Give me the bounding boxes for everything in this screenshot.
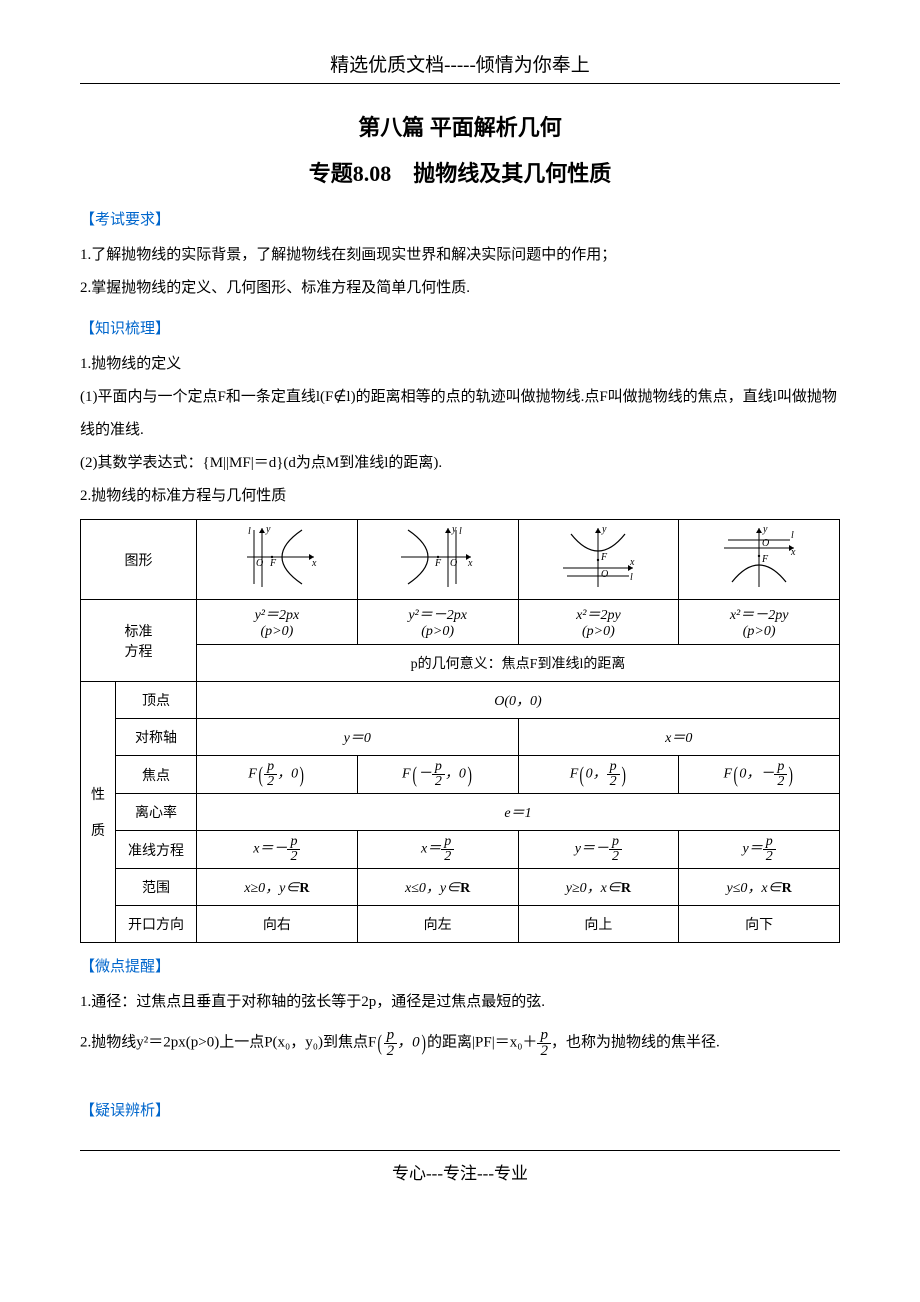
svg-text:y: y (451, 524, 457, 535)
eq1: y²＝2px (255, 608, 300, 623)
range-cell-1: x≥0，y∈R (197, 869, 358, 906)
knowledge-para2-title: 2.抛物线的标准方程与几何性质 (80, 480, 840, 513)
section-tips-label: 【微点提醒】 (80, 955, 840, 976)
section-doubt-label: 【疑误辨析】 (80, 1099, 840, 1120)
svg-text:x: x (467, 558, 473, 569)
section-knowledge-label: 【知识梳理】 (80, 317, 840, 338)
svg-text:O: O (601, 569, 608, 580)
parabola-right-icon: OFx y l (232, 522, 322, 592)
std-eq-label-2: 方程 (125, 645, 153, 660)
focus-cell-1: F(p2，0) (197, 756, 358, 794)
eq4: x²＝－2py (730, 608, 789, 623)
eq2: y²＝－2px (408, 608, 467, 623)
ecc-val: e＝1 (197, 794, 840, 831)
svg-text:y: y (265, 524, 271, 535)
svg-text:y: y (601, 524, 607, 535)
axis-y-val: y＝0 (197, 719, 519, 756)
eq-cell-1: y²＝2px(p>0) (197, 600, 358, 645)
tip2-mid: 的距离|PF|＝x₀＋ (427, 1035, 537, 1051)
tip2-post: ，也称为抛物线的焦半径. (551, 1035, 720, 1051)
eq4-cond: (p>0) (743, 624, 776, 639)
row-header-graph: 图形 (81, 520, 197, 600)
focus-cell-4: F(0，－p2) (679, 756, 840, 794)
main-title: 第八篇 平面解析几何 (80, 110, 840, 142)
footer-text: 专心---专注---专业 (80, 1150, 840, 1184)
focus-cell-3: F(0，p2) (518, 756, 679, 794)
std-eq-label-1: 标准 (125, 625, 153, 640)
graph-cell-3: OFx y l (518, 520, 679, 600)
document-page: 精选优质文档-----倾情为你奉上 第八篇 平面解析几何 专题8.08 抛物线及… (0, 0, 920, 1224)
range-cell-3: y≥0，x∈R (518, 869, 679, 906)
directrix-cell-1: x＝－p2 (197, 831, 358, 869)
tip-item-2: 2.抛物线y²＝2px(p>0)上一点P(x₀，y₀)到焦点F(p2，0)的距离… (80, 1019, 840, 1067)
eq2-cond: (p>0) (421, 624, 454, 639)
exam-req-item-2: 2.掌握抛物线的定义、几何图形、标准方程及简单几何性质. (80, 272, 840, 305)
svg-text:F: F (761, 554, 769, 565)
eq3: x²＝2py (576, 608, 621, 623)
focus-cell-2: F(－p2，0) (357, 756, 518, 794)
knowledge-para1a: (1)平面内与一个定点F和一条定直线l(F∉l)的距离相等的点的轨迹叫做抛物线.… (80, 381, 840, 447)
row-header-axis: 对称轴 (116, 719, 197, 756)
svg-text:F: F (600, 552, 608, 563)
p-meaning-cell: p的几何意义：焦点F到准线l的距离 (197, 645, 840, 682)
parabola-down-icon: OFx y l (714, 522, 804, 592)
svg-text:l: l (248, 526, 251, 537)
svg-text:x: x (311, 558, 317, 569)
row-header-focus: 焦点 (116, 756, 197, 794)
eq-cell-2: y²＝－2px(p>0) (357, 600, 518, 645)
svg-text:F: F (269, 558, 277, 569)
svg-text:O: O (762, 538, 769, 549)
knowledge-para1b: (2)其数学表达式：{M||MF|＝d}(d为点M到准线l的距离). (80, 447, 840, 480)
svg-text:O: O (256, 558, 263, 569)
prop-label-2: 质 (91, 824, 105, 839)
row-header-range: 范围 (116, 869, 197, 906)
directrix-cell-4: y＝p2 (679, 831, 840, 869)
row-header-vertex: 顶点 (116, 682, 197, 719)
axis-x-val: x＝0 (518, 719, 840, 756)
open-cell-4: 向下 (679, 906, 840, 943)
open-cell-3: 向上 (518, 906, 679, 943)
range-cell-2: x≤0，y∈R (357, 869, 518, 906)
open-cell-1: 向右 (197, 906, 358, 943)
svg-text:x: x (629, 557, 635, 568)
row-header-property: 性 质 (81, 682, 116, 943)
range-cell-4: y≤0，x∈R (679, 869, 840, 906)
row-header-open: 开口方向 (116, 906, 197, 943)
vertex-val: O(0，0) (197, 682, 840, 719)
directrix-cell-2: x＝p2 (357, 831, 518, 869)
graph-cell-4: OFx y l (679, 520, 840, 600)
eq-cell-3: x²＝2py(p>0) (518, 600, 679, 645)
graph-cell-2: OFx yl (357, 520, 518, 600)
svg-text:x: x (790, 547, 796, 558)
row-header-directrix: 准线方程 (116, 831, 197, 869)
svg-text:F: F (434, 558, 442, 569)
parabola-up-icon: OFx y l (553, 522, 643, 592)
svg-text:l: l (459, 526, 462, 537)
svg-text:y: y (762, 524, 768, 535)
property-table: 图形 OFxyl OFxyl (80, 519, 840, 943)
top-header: 精选优质文档-----倾情为你奉上 (80, 50, 840, 84)
svg-text:l: l (630, 572, 633, 583)
eq-cell-4: x²＝－2py(p>0) (679, 600, 840, 645)
prop-label-1: 性 (91, 788, 105, 803)
svg-text:l: l (791, 530, 794, 541)
directrix-cell-3: y＝－p2 (518, 831, 679, 869)
sub-title: 专题8.08 抛物线及其几何性质 (80, 156, 840, 188)
row-header-ecc: 离心率 (116, 794, 197, 831)
eq3-cond: (p>0) (582, 624, 615, 639)
eq1-cond: (p>0) (260, 624, 293, 639)
section-exam-req-label: 【考试要求】 (80, 208, 840, 229)
knowledge-para1-title: 1.抛物线的定义 (80, 348, 840, 381)
parabola-left-icon: OFx yl (393, 522, 483, 592)
row-header-equation: 标准 方程 (81, 600, 197, 682)
exam-req-item-1: 1.了解抛物线的实际背景，了解抛物线在刻画现实世界和解决实际问题中的作用； (80, 239, 840, 272)
graph-cell-1: OFx y l (197, 520, 358, 600)
open-cell-2: 向左 (357, 906, 518, 943)
tip-item-1: 1.通径：过焦点且垂直于对称轴的弦长等于2p，通径是过焦点最短的弦. (80, 986, 840, 1019)
tip2-pre: 2.抛物线y²＝2px(p>0)上一点P(x₀，y₀)到焦点F (80, 1035, 376, 1051)
svg-text:O: O (450, 558, 457, 569)
